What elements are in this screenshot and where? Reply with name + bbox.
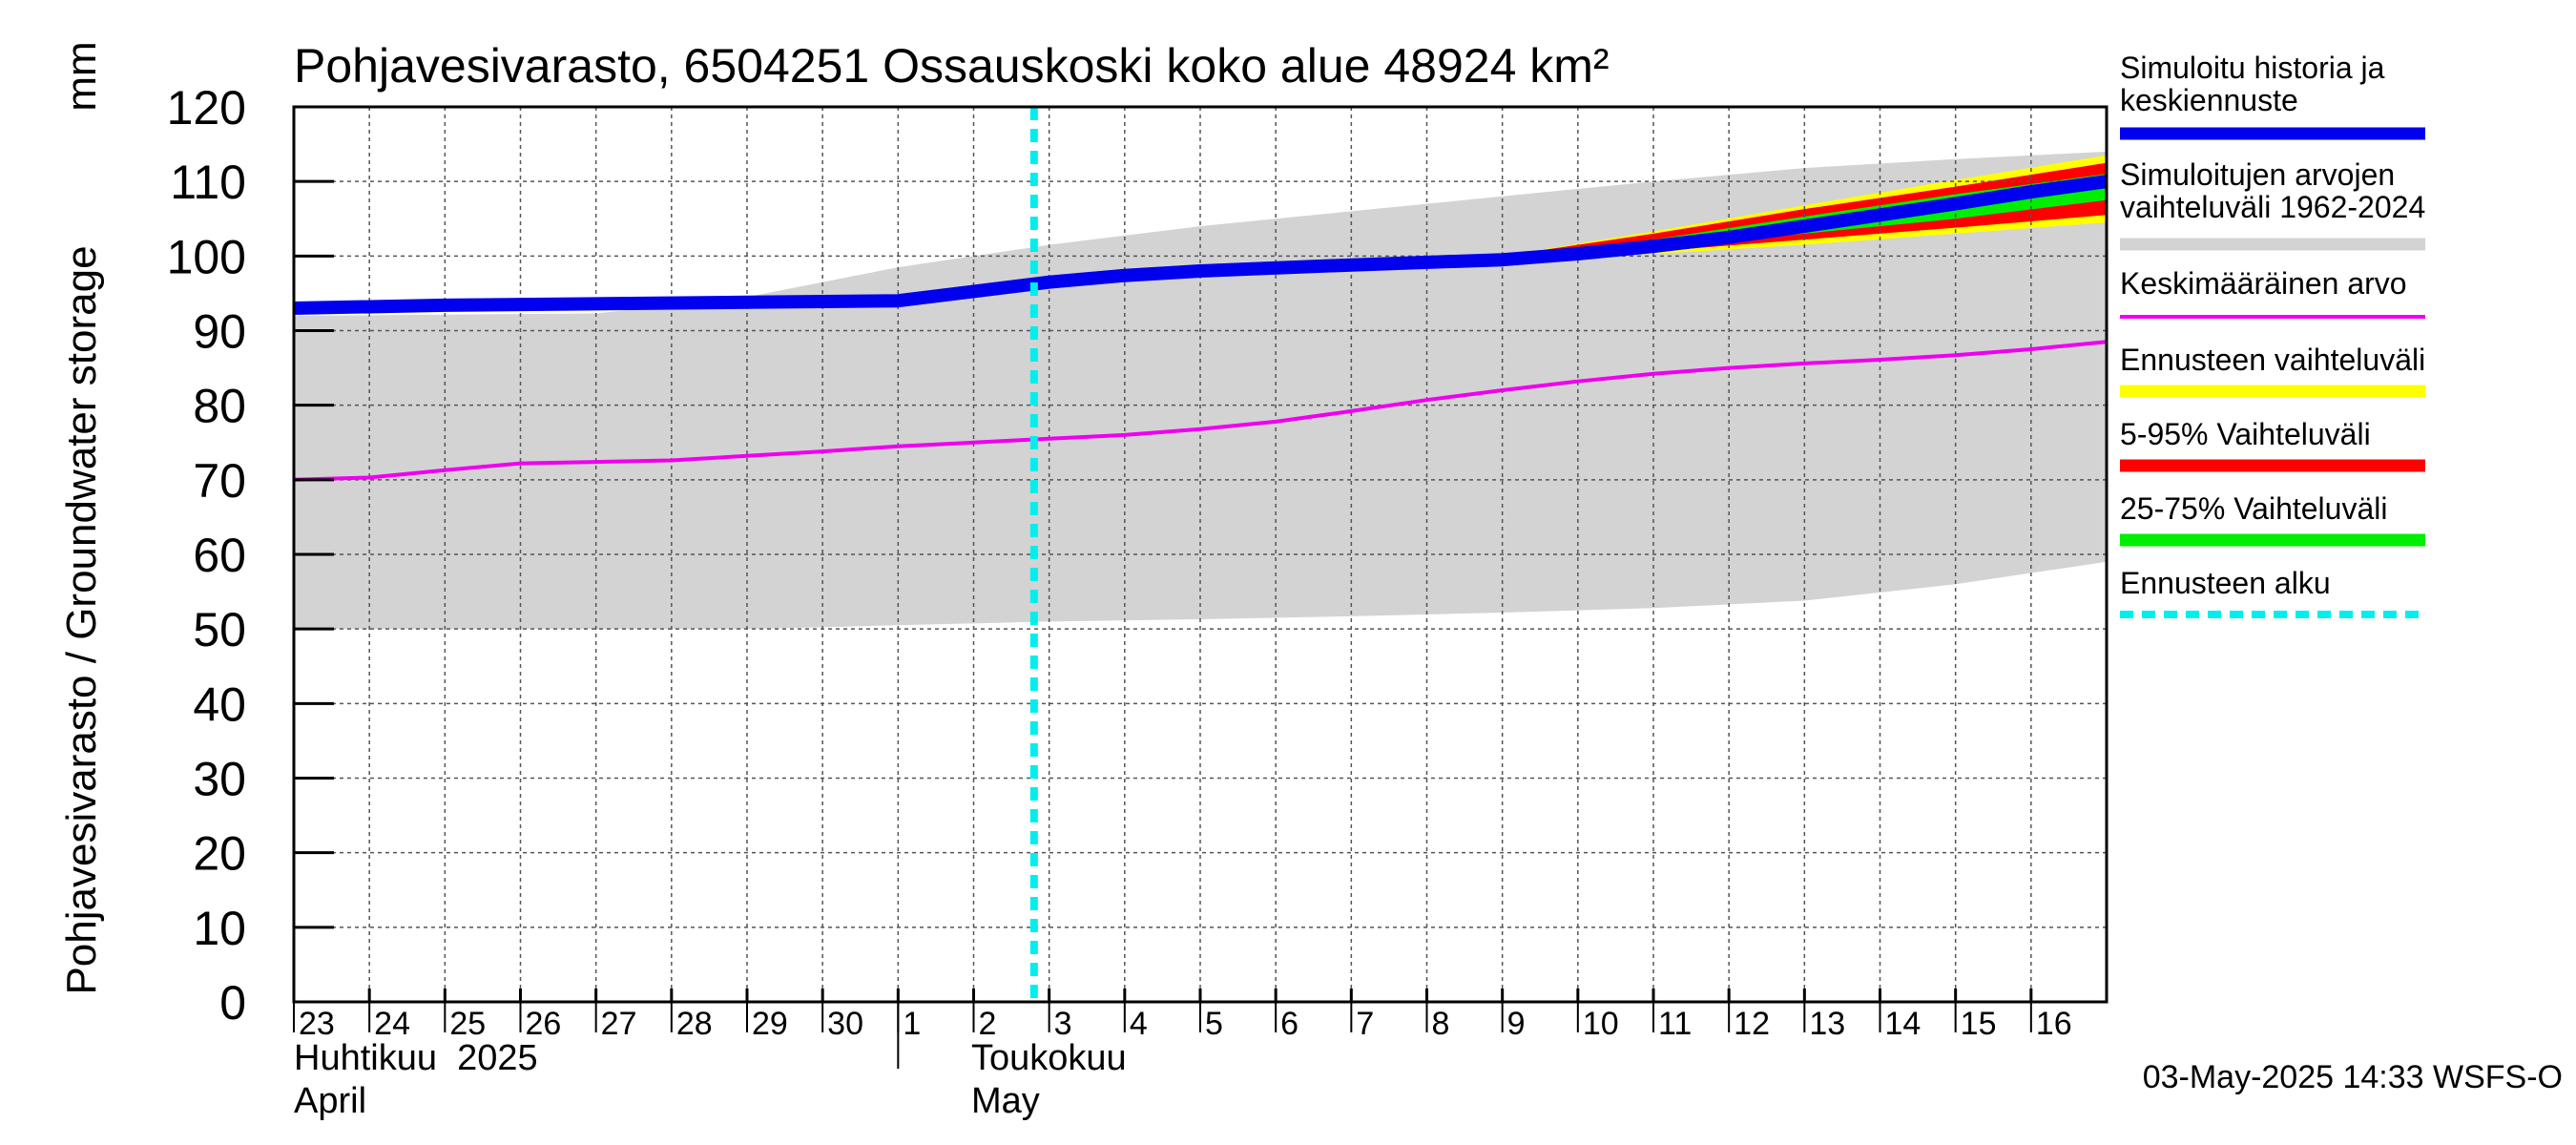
month-label-may-fi: Toukokuu xyxy=(971,1038,1127,1078)
legend-label-simulated: Simuloitu historia ja keskiennuste xyxy=(2120,51,2385,117)
y-tick-label: 100 xyxy=(167,230,246,283)
y-tick-label: 110 xyxy=(170,156,246,209)
x-tick-label: 27 xyxy=(601,1006,637,1042)
x-tick-label: 1 xyxy=(903,1006,921,1042)
chart-title: Pohjavesivarasto, 6504251 Ossauskoski ko… xyxy=(294,39,1610,93)
y-tick-label: 10 xyxy=(193,902,246,955)
x-tick-label: 28 xyxy=(676,1006,713,1042)
legend-label-mean: Keskimääräinen arvo xyxy=(2120,266,2407,301)
legend-label-range_25_75: 25-75% Vaihteluväli xyxy=(2120,491,2387,526)
x-tick-label: 14 xyxy=(1885,1006,1922,1042)
legend-label-forecast_start: Ennusteen alku xyxy=(2120,566,2331,600)
timestamp: 03-May-2025 14:33 WSFS-O xyxy=(2143,1059,2563,1095)
x-tick-label: 13 xyxy=(1809,1006,1845,1042)
x-tick-label: 24 xyxy=(374,1006,410,1042)
x-tick-label: 4 xyxy=(1130,1006,1148,1042)
simulated-line xyxy=(293,175,2108,315)
x-tick-label: 6 xyxy=(1280,1006,1298,1042)
chart-lines xyxy=(293,107,2108,1002)
x-tick-label: 10 xyxy=(1583,1006,1619,1042)
y-tick-label: 40 xyxy=(193,677,246,731)
x-tick-label: 3 xyxy=(1054,1006,1072,1042)
y-tick-label: 0 xyxy=(219,976,246,1030)
x-tick-label: 16 xyxy=(2036,1006,2072,1042)
x-tick-label: 11 xyxy=(1658,1006,1692,1042)
y-axis-label: Pohjavesivarasto / Groundwater storage xyxy=(58,245,105,994)
y-tick-label: 70 xyxy=(193,454,246,508)
x-tick-label: 8 xyxy=(1432,1006,1450,1042)
chart-legend: Simuloitu historia ja keskiennuste Simuloi… xyxy=(2120,51,2425,618)
y-tick-label: 90 xyxy=(193,305,246,359)
month-label-april-en: April xyxy=(294,1081,366,1121)
x-tick-label: 12 xyxy=(1734,1006,1770,1042)
legend-label-range_5_95: 5-95% Vaihteluväli xyxy=(2120,417,2371,451)
month-label-may-en: May xyxy=(971,1081,1040,1121)
y-tick-label: 20 xyxy=(193,827,246,881)
x-tick-label: 15 xyxy=(1961,1006,1997,1042)
y-axis-unit: mm xyxy=(58,41,105,111)
y-tick-label: 80 xyxy=(193,380,246,433)
month-label-april-fi: Huhtikuu 2025 xyxy=(294,1038,538,1078)
y-tick-label: 60 xyxy=(193,529,246,582)
x-tick-label: 9 xyxy=(1507,1006,1526,1042)
x-tick-label: 7 xyxy=(1356,1006,1374,1042)
x-tick-label: 23 xyxy=(299,1006,335,1042)
legend-label-historical_range: Simuloitujen arvojen vaihteluväli 1962-20… xyxy=(2120,157,2425,224)
x-tick-label: 30 xyxy=(827,1006,863,1042)
x-tick-label: 2 xyxy=(979,1006,997,1042)
y-tick-label: 30 xyxy=(193,753,246,806)
x-tick-label: 26 xyxy=(526,1006,562,1042)
x-tick-label: 29 xyxy=(752,1006,788,1042)
mean-line xyxy=(293,340,2108,482)
legend-label-forecast_range: Ennusteen vaihteluväli xyxy=(2120,343,2425,377)
x-tick-label: 5 xyxy=(1205,1006,1223,1042)
x-tick-label: 25 xyxy=(449,1006,486,1042)
y-tick-label: 120 xyxy=(167,81,246,135)
y-tick-label: 50 xyxy=(193,603,246,656)
